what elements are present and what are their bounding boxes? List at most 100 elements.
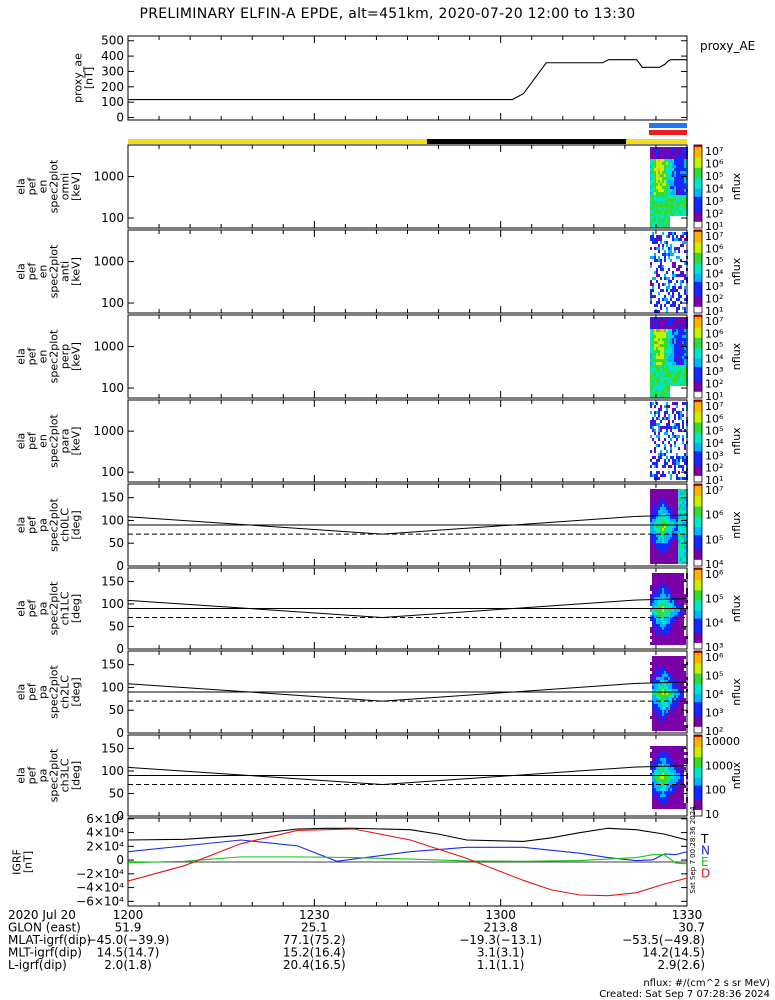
colorbar-frame (693, 567, 703, 650)
spectrogram-cell (664, 519, 666, 522)
spectrogram-cell (654, 414, 656, 417)
spectrogram-cell (672, 165, 674, 168)
spectrogram-cell (678, 543, 680, 546)
spectrogram-cell (652, 585, 654, 588)
spectrogram-cell (680, 534, 682, 537)
colorbar-tick-label: 10⁷ (705, 484, 723, 497)
spectrogram-cell (664, 704, 666, 707)
spectrogram-cell (674, 665, 676, 668)
spectrogram-cell (678, 186, 680, 189)
spectrogram-cell (652, 704, 654, 707)
spectrogram-cell (666, 668, 668, 671)
spectrogram-cell (676, 268, 678, 271)
spectrogram-cell (684, 752, 686, 755)
spectrogram-cell (674, 662, 676, 665)
spectrogram-cell (666, 213, 668, 216)
spectrogram-cell (676, 380, 678, 383)
spectrogram-cell (682, 749, 684, 752)
spectrogram-cell (668, 746, 670, 749)
spectrogram-cell (676, 474, 678, 477)
spectrogram-cell (658, 698, 660, 701)
spectrogram-cell (662, 725, 664, 728)
spectrogram-cell (660, 389, 662, 392)
colorbar-segment (694, 683, 702, 687)
spectrogram-cell (680, 235, 682, 238)
colorbar-segment (694, 178, 702, 181)
spectrogram-cell (676, 274, 678, 277)
colorbar-segment (694, 205, 702, 208)
spectrogram-cell (662, 642, 664, 645)
spectrogram-cell (678, 803, 680, 806)
spectrogram-cell (652, 710, 654, 713)
colorbar-segment (694, 765, 702, 768)
spectrogram-cell (662, 289, 664, 292)
colorbar-tick-label: 10² (705, 462, 723, 475)
spectrogram-cell (674, 368, 676, 371)
spectrogram-cell (656, 489, 658, 492)
spectrogram-cell (662, 495, 664, 498)
spectrogram-cell (658, 794, 660, 797)
spectrogram-cell (666, 600, 668, 603)
spectrogram-cell (650, 204, 652, 207)
colorbar-segment (694, 574, 702, 577)
spectrogram-cell (674, 471, 676, 474)
spectrogram-cell (680, 244, 682, 247)
colorbar-segment (694, 223, 702, 227)
spectrogram-cell (666, 633, 668, 636)
spectrogram-cell (656, 749, 658, 752)
spectrogram-cell (660, 785, 662, 788)
spectrogram-cell (684, 180, 686, 183)
spectrogram-cell (668, 591, 670, 594)
spectrogram-cell (662, 516, 664, 519)
spectrogram-cell (684, 171, 686, 174)
spectrogram-cell (650, 222, 652, 225)
spectrogram-cell (668, 168, 670, 171)
spectrogram-cell (682, 806, 684, 809)
colorbar-segment (694, 333, 702, 337)
spectrogram-cell (658, 383, 660, 386)
spectrogram-cell (682, 402, 684, 405)
spectrogram-cell (656, 615, 658, 618)
spectrogram-cell (666, 522, 668, 525)
spectrogram-frame-3 (127, 314, 688, 399)
spectrogram-cell (660, 329, 662, 332)
spectrogram-cell (680, 755, 682, 758)
colorbar-segment (694, 402, 702, 405)
spectrogram-cell (670, 537, 672, 540)
spectrogram-cell (654, 549, 656, 552)
colorbar-tick-label: 10⁵ (705, 425, 723, 438)
spectrogram-cell (684, 510, 686, 513)
spectrogram-cell (652, 642, 654, 645)
spectrogram-cell (660, 210, 662, 213)
spectrogram-cell (656, 639, 658, 642)
spectrogram-cell (678, 495, 680, 498)
spectrogram-cell (658, 177, 660, 180)
spectrogram-cell (652, 662, 654, 665)
spectrogram-cell (658, 561, 660, 564)
spectrogram-cell (650, 755, 652, 758)
spectrogram-cell (664, 192, 666, 195)
spectrogram-cell (652, 627, 654, 630)
spectrogram-cell (670, 630, 672, 633)
spectrogram-cell (650, 450, 652, 453)
spectrogram-cell (656, 656, 658, 659)
spectrogram-cell (678, 624, 680, 627)
spectrogram-cell (670, 304, 672, 307)
colorbar-segment (694, 416, 702, 420)
spectrogram-cell (664, 531, 666, 534)
spectrogram-cell (670, 698, 672, 701)
spectrogram-cell (674, 332, 676, 335)
spectrogram-cell (662, 426, 664, 429)
spectrogram-cell (650, 377, 652, 380)
spectrogram-cell (670, 165, 672, 168)
spectrogram-cell (676, 507, 678, 510)
spectrogram-cell (684, 383, 686, 386)
spectrogram-cell (676, 165, 678, 168)
spectrogram-cell (654, 216, 656, 219)
spectrogram-cell (664, 304, 666, 307)
spectrogram-cell (662, 615, 664, 618)
spectrogram-cell (678, 498, 680, 501)
colorbar-segment (694, 379, 702, 382)
